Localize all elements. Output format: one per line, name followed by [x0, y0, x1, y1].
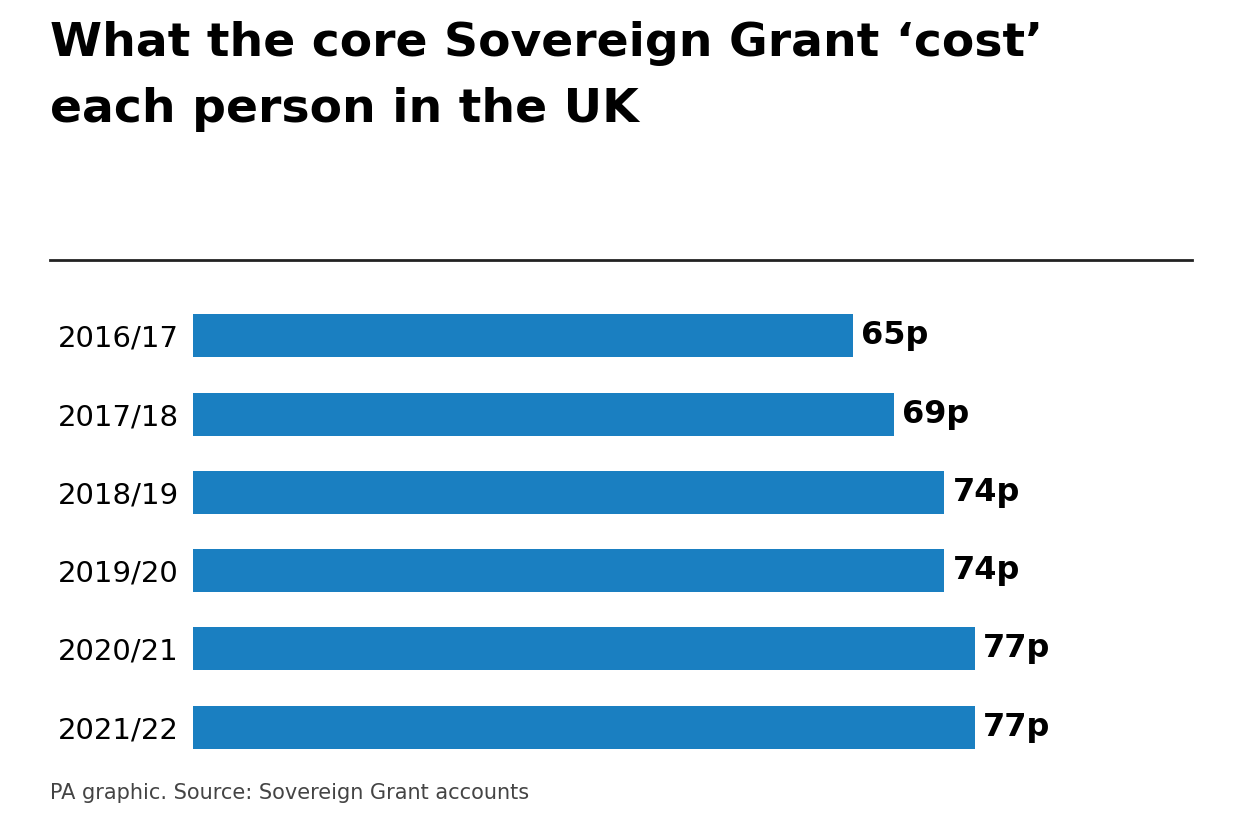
Text: PA graphic. Source: Sovereign Grant accounts: PA graphic. Source: Sovereign Grant acco…: [50, 784, 529, 803]
Text: 77p: 77p: [984, 634, 1051, 664]
Bar: [193, 392, 894, 436]
Text: 69p: 69p: [902, 399, 969, 429]
Text: 65p: 65p: [861, 321, 929, 351]
Text: 77p: 77p: [984, 712, 1051, 742]
Bar: [193, 314, 853, 358]
Text: What the core Sovereign Grant ‘cost’: What the core Sovereign Grant ‘cost’: [50, 21, 1043, 66]
Text: 74p: 74p: [953, 555, 1020, 586]
Text: each person in the UK: each person in the UK: [50, 87, 638, 132]
Bar: [193, 705, 975, 749]
Bar: [193, 627, 975, 671]
Bar: [193, 471, 944, 514]
Text: 74p: 74p: [953, 477, 1020, 508]
Bar: [193, 549, 944, 592]
